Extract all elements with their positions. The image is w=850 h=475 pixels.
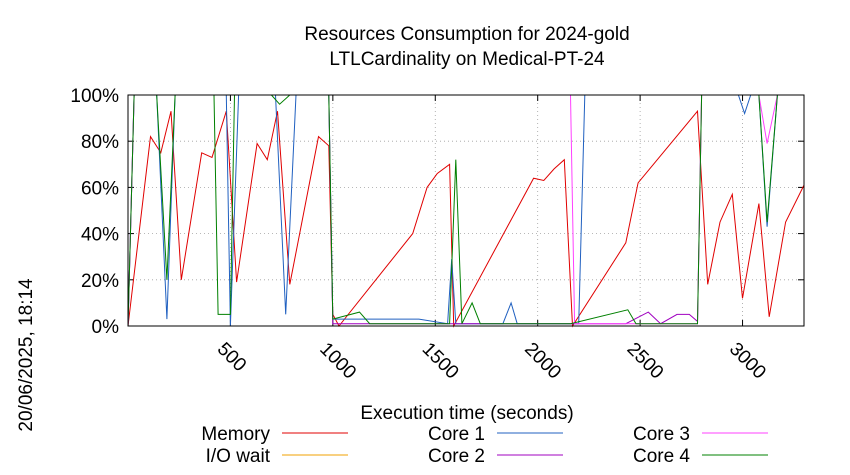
series-lines [127,94,805,328]
series-memory-line [127,109,805,328]
y-axis-ticks: 0% 20% 40% 60% 80% 100% [70,86,804,338]
y-tick-label: 20% [81,271,119,292]
y-tick-label: 40% [81,225,119,246]
y-tick-label: 0% [92,317,120,338]
x-tick-label: 1000 [315,339,360,384]
chart-subtitle: LTLCardinality on Medical-PT-24 [329,49,605,70]
y-tick-label: 60% [81,178,119,199]
legend-label: Core 1 [428,424,485,445]
plot-frame [127,94,805,327]
y-tick-label: 80% [81,132,119,153]
legend-label: Core 2 [428,446,485,467]
legend-label: Core 4 [633,446,690,467]
x-tick-label: 2500 [623,339,668,384]
legend-label: I/O wait [206,446,271,467]
series-core-1-line [127,94,804,327]
x-axis-ticks: 500 1000 1500 2000 2500 3000 [213,95,770,383]
legend-label: Memory [201,424,270,445]
legend-label: Core 3 [633,424,690,445]
y-tick-label: 100% [70,86,119,107]
x-axis-label: Execution time (seconds) [360,403,573,424]
side-timestamp: 20/06/2025, 18:14 [16,278,37,432]
x-tick-label: 500 [213,339,250,376]
x-tick-label: 1500 [418,339,463,384]
x-tick-label: 3000 [725,339,770,384]
chart-title: Resources Consumption for 2024-gold [304,24,629,45]
x-tick-label: 2000 [520,339,565,384]
